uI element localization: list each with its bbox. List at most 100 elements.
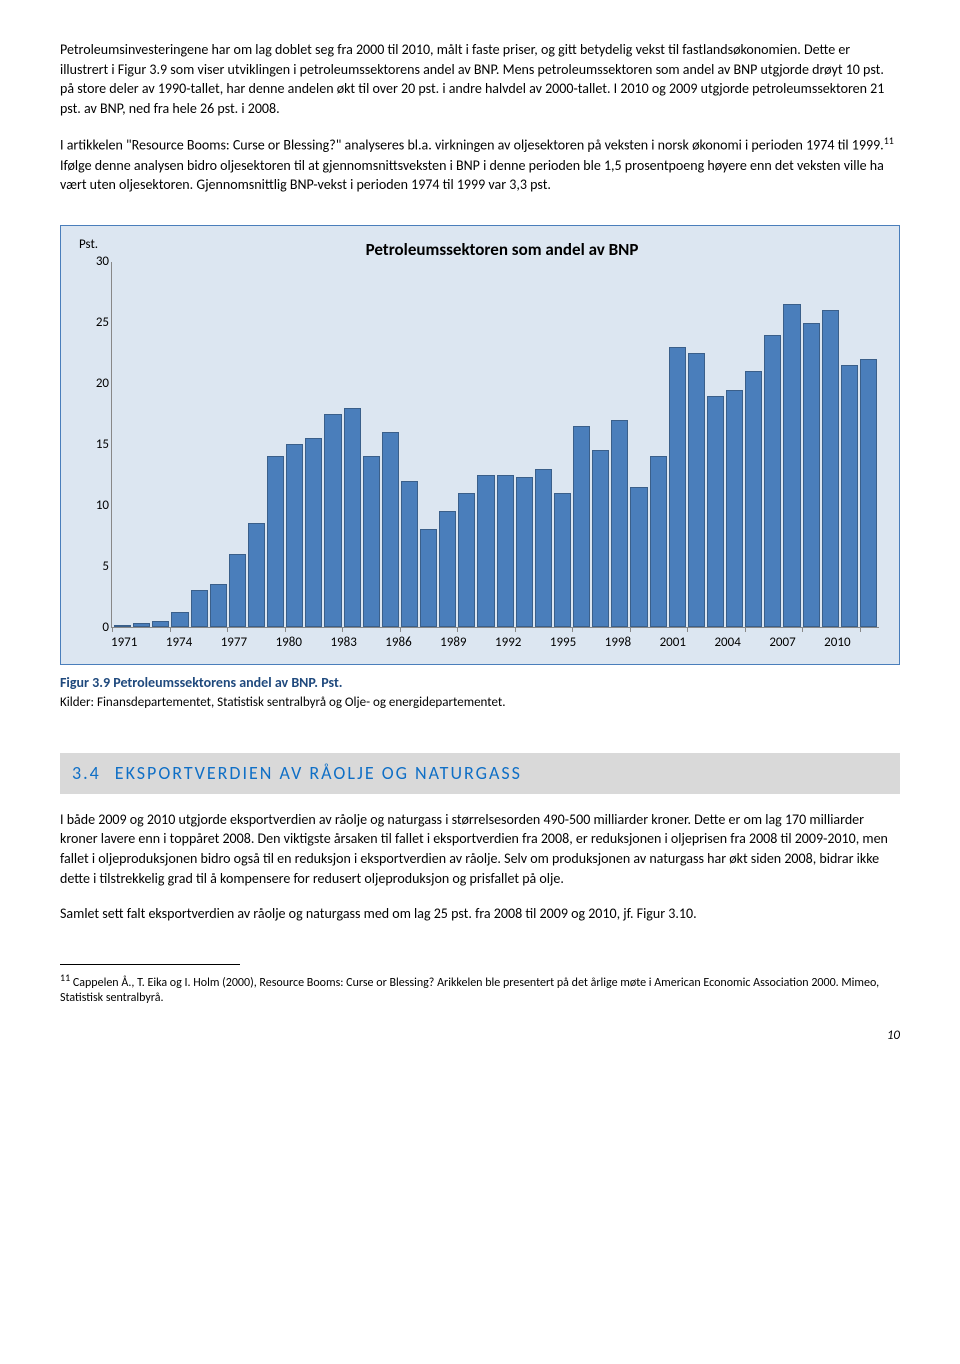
chart-title: Petroleumssektoren som andel av BNP xyxy=(125,238,879,262)
bar xyxy=(554,493,571,627)
x-tick-mark xyxy=(745,627,746,632)
chart-container: Pst. Petroleumssektoren som andel av BNP… xyxy=(60,225,900,665)
x-tick-label: 1992 xyxy=(495,634,550,652)
x-tick-label: 2004 xyxy=(714,634,769,652)
y-tick-label: 10 xyxy=(96,497,109,515)
footnote-ref: 11 xyxy=(884,134,894,147)
y-tick-label: 25 xyxy=(96,314,109,332)
x-tick-mark xyxy=(860,627,861,632)
bar xyxy=(707,396,724,627)
x-tick-label: 1995 xyxy=(550,634,605,652)
x-tick-label: 1989 xyxy=(440,634,495,652)
bar xyxy=(669,347,686,627)
bar xyxy=(516,477,533,627)
x-tick-label: 1998 xyxy=(605,634,660,652)
footnote-number: 11 xyxy=(60,971,70,984)
x-tick-label: 1986 xyxy=(385,634,440,652)
x-tick-label: 1983 xyxy=(330,634,385,652)
bar xyxy=(420,529,437,626)
x-axis: 1971197419771980198319861989199219951998… xyxy=(111,634,879,652)
bar xyxy=(822,310,839,626)
y-tick-label: 20 xyxy=(96,375,109,393)
y-tick-label: 0 xyxy=(102,619,109,637)
bar xyxy=(535,469,552,627)
section-number: 3.4 xyxy=(72,762,101,784)
page-number: 10 xyxy=(60,1027,900,1045)
bar xyxy=(439,511,456,627)
section-heading: 3.4 EKSPORTVERDIEN AV RÅOLJE OG NATURGASS xyxy=(60,753,900,794)
x-tick-label: 2007 xyxy=(769,634,824,652)
bar xyxy=(458,493,475,627)
section-title: EKSPORTVERDIEN AV RÅOLJE OG NATURGASS xyxy=(115,762,522,784)
bar xyxy=(114,625,131,627)
bar xyxy=(630,487,647,627)
x-tick-mark xyxy=(285,627,286,632)
x-tick-mark xyxy=(572,627,573,632)
x-tick-mark xyxy=(630,627,631,632)
x-tick-label: 1980 xyxy=(276,634,331,652)
x-tick-mark xyxy=(342,627,343,632)
bar xyxy=(841,365,858,627)
bar xyxy=(191,590,208,627)
footnote-text: 11 Cappelen Å., T. Eika og I. Holm (2000… xyxy=(60,971,900,1007)
figure-caption-title: Figur 3.9 Petroleumssektorens andel av B… xyxy=(60,673,900,693)
footnote-body: Cappelen Å., T. Eika og I. Holm (2000), … xyxy=(60,976,879,1006)
y-tick-label: 5 xyxy=(102,558,109,576)
bar xyxy=(248,523,265,626)
paragraph-2: I artikkelen "Resource Booms: Curse or B… xyxy=(60,134,900,194)
x-tick-mark xyxy=(112,627,113,632)
y-tick-label: 30 xyxy=(96,253,109,271)
bar xyxy=(171,612,188,627)
bar xyxy=(477,475,494,627)
bar xyxy=(324,414,341,627)
para2-part-b: Ifølge denne analysen bidro oljesektoren… xyxy=(60,157,884,194)
bar xyxy=(382,432,399,627)
figure-caption: Figur 3.9 Petroleumssektorens andel av B… xyxy=(60,673,900,713)
bar xyxy=(286,444,303,627)
paragraph-4: Samlet sett falt eksportverdien av råolj… xyxy=(60,904,900,924)
bar xyxy=(363,456,380,626)
chart-plot-area: 051015202530 197119741977198019831986198… xyxy=(111,262,879,628)
bar xyxy=(688,353,705,627)
bar xyxy=(401,481,418,627)
bar xyxy=(305,438,322,627)
bar xyxy=(745,371,762,627)
bar xyxy=(783,304,800,626)
x-tick-mark xyxy=(170,627,171,632)
bar xyxy=(860,359,877,627)
x-tick-mark xyxy=(457,627,458,632)
bar xyxy=(133,623,150,627)
bar xyxy=(803,323,820,627)
bar xyxy=(267,456,284,626)
x-tick-label: 1977 xyxy=(221,634,276,652)
x-tick-label: 1971 xyxy=(111,634,166,652)
plot-region xyxy=(111,262,879,628)
x-tick-label: 2010 xyxy=(824,634,879,652)
x-tick-mark xyxy=(687,627,688,632)
bar xyxy=(726,390,743,627)
bars-group xyxy=(112,262,879,627)
x-tick-mark xyxy=(227,627,228,632)
bar xyxy=(611,420,628,627)
x-tick-mark xyxy=(802,627,803,632)
footnote-separator xyxy=(60,964,240,965)
figure-caption-source: Kilder: Finansdepartementet, Statistisk … xyxy=(60,694,900,712)
y-tick-label: 15 xyxy=(96,436,109,454)
bar xyxy=(344,408,361,627)
bar xyxy=(650,456,667,626)
x-tick-label: 1974 xyxy=(166,634,221,652)
x-tick-mark xyxy=(400,627,401,632)
bar xyxy=(152,621,169,627)
bar xyxy=(229,554,246,627)
paragraph-1: Petroleumsinvesteringene har om lag dobl… xyxy=(60,40,900,118)
bar xyxy=(210,584,227,627)
para2-part-a: I artikkelen "Resource Booms: Curse or B… xyxy=(60,137,884,154)
bar xyxy=(573,426,590,627)
bar xyxy=(497,475,514,627)
bar xyxy=(764,335,781,627)
x-tick-label: 2001 xyxy=(660,634,715,652)
y-axis-label: Pst. xyxy=(79,236,98,254)
y-axis: 051015202530 xyxy=(81,262,109,628)
x-tick-mark xyxy=(515,627,516,632)
paragraph-3: I både 2009 og 2010 utgjorde eksportverd… xyxy=(60,810,900,888)
